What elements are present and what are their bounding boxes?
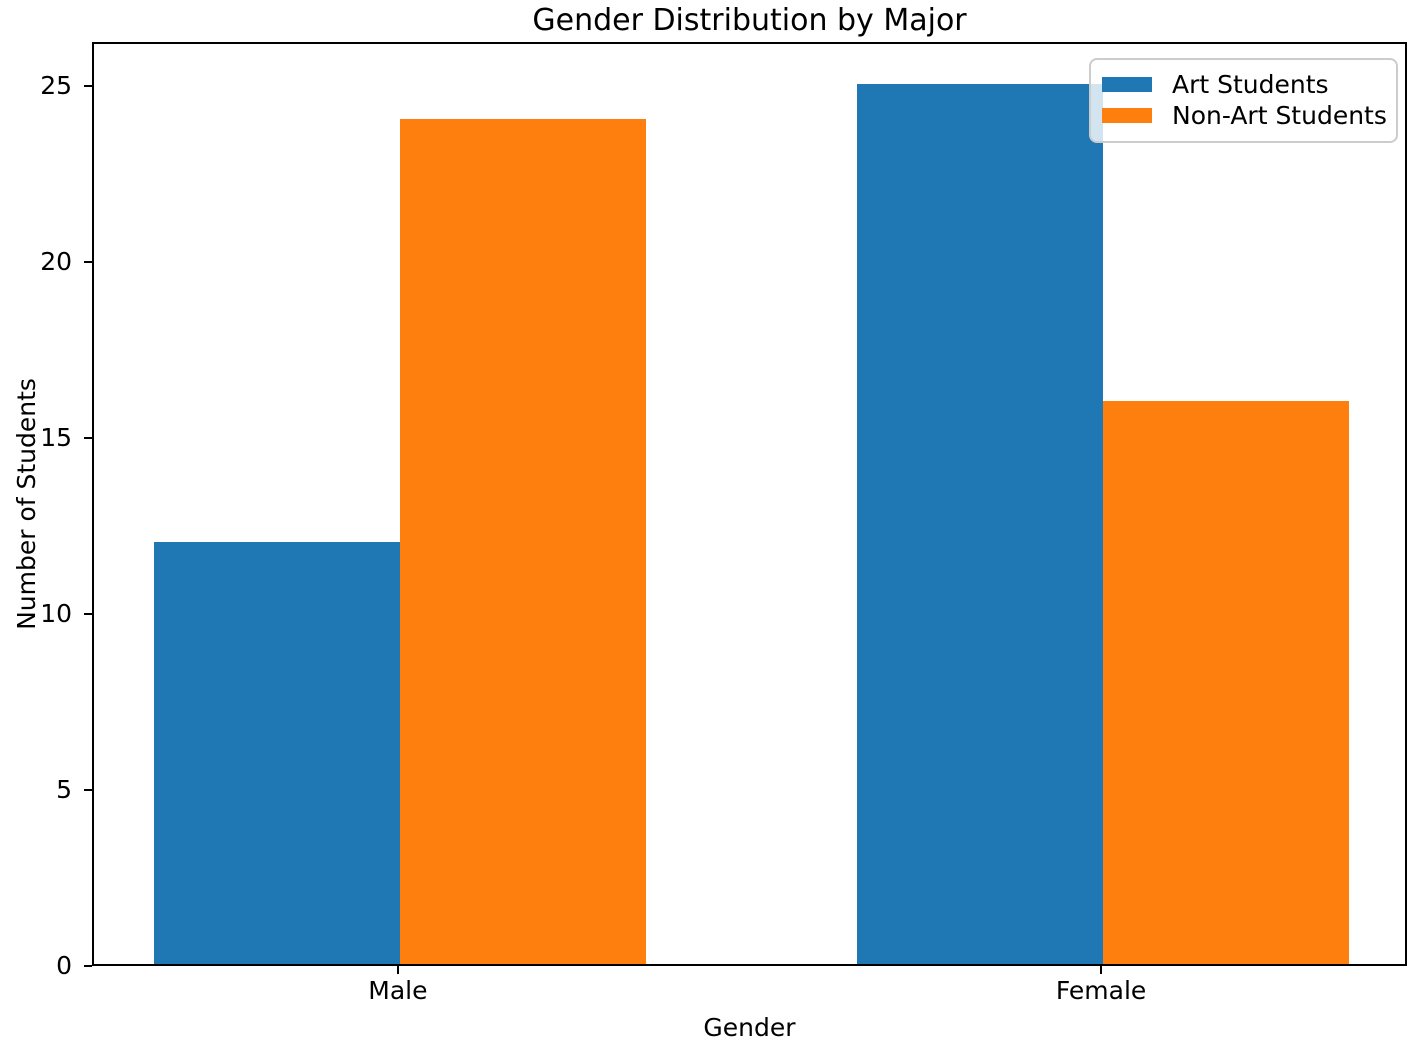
y-tick-label: 20	[40, 247, 72, 276]
x-tick-label-female: Female	[1055, 976, 1147, 1005]
plot-area	[92, 42, 1407, 966]
y-tick-label: 5	[56, 775, 72, 804]
legend-swatch-non-art-students	[1102, 108, 1152, 123]
legend-label: Non-Art Students	[1172, 100, 1387, 130]
y-tick-mark	[84, 85, 92, 87]
y-tick-label: 10	[40, 599, 72, 628]
legend: Art Students Non-Art Students	[1089, 58, 1398, 143]
bar-non-art-students-female	[1103, 400, 1350, 964]
legend-row: Art Students	[1102, 69, 1384, 100]
y-tick-mark	[84, 965, 92, 967]
bar-non-art-students-male	[399, 119, 646, 964]
y-tick-label: 15	[40, 423, 72, 452]
y-axis-label: Number of Students	[12, 378, 41, 630]
x-tick-mark	[1100, 966, 1103, 974]
chart-title: Gender Distribution by Major	[532, 3, 967, 38]
bar-art-students-male	[153, 541, 400, 964]
y-tick-mark	[84, 437, 92, 439]
y-tick-mark	[84, 261, 92, 263]
y-tick-label: 0	[56, 951, 72, 980]
bar-art-students-female	[856, 84, 1104, 964]
x-tick-label-male: Male	[368, 976, 428, 1005]
legend-row: Non-Art Students	[1102, 100, 1387, 131]
y-tick-mark	[84, 789, 92, 791]
x-tick-mark	[396, 966, 399, 974]
legend-label: Art Students	[1172, 69, 1329, 99]
x-axis-label: Gender	[703, 1013, 796, 1042]
y-tick-label: 25	[40, 71, 72, 100]
y-tick-mark	[84, 613, 92, 615]
legend-swatch-art-students	[1102, 77, 1152, 92]
